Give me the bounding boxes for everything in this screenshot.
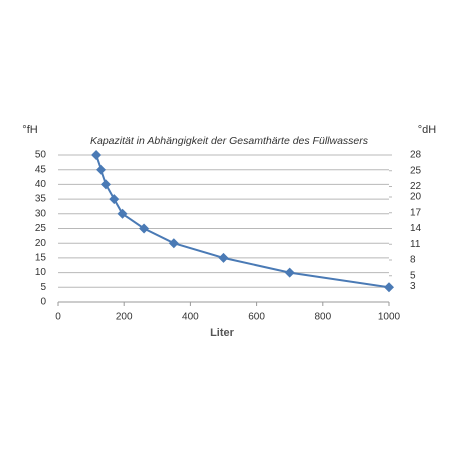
y2-tick-label: 5 bbox=[410, 270, 416, 281]
chart-title: Kapazität in Abhängigkeit der Gesamthärt… bbox=[90, 135, 369, 147]
x-tick-label: 200 bbox=[116, 312, 133, 323]
marker bbox=[117, 208, 128, 219]
x-tick-label: 600 bbox=[248, 312, 265, 323]
y-tick-label: 25 bbox=[35, 223, 47, 234]
y-tick-label: 20 bbox=[35, 238, 47, 249]
y-tick-label: 35 bbox=[35, 194, 47, 205]
x-tick-label: 1000 bbox=[378, 312, 401, 323]
y-tick-label: 45 bbox=[35, 164, 47, 175]
y-tick-label: 10 bbox=[35, 267, 47, 278]
marker bbox=[384, 282, 394, 293]
marker bbox=[218, 252, 229, 263]
y2-tick-label: 25 bbox=[410, 165, 422, 176]
y2-tick-label: 22 bbox=[410, 181, 422, 192]
line bbox=[95, 154, 390, 289]
x-axis-label: Liter bbox=[210, 327, 235, 339]
y2-tick-label: 11 bbox=[410, 239, 421, 250]
marker bbox=[91, 150, 102, 160]
y2-tick-label: 17 bbox=[410, 207, 422, 218]
y2-tick-label: 28 bbox=[410, 150, 422, 161]
x-tick-label: 0 bbox=[55, 312, 61, 323]
marker bbox=[100, 179, 111, 190]
y2-tick-label: 14 bbox=[410, 223, 422, 234]
y-tick-label: 40 bbox=[35, 179, 47, 190]
y2-axis-label: °dH bbox=[418, 124, 437, 136]
y-axis-label: °fH bbox=[22, 124, 37, 136]
marker bbox=[168, 238, 179, 249]
y-tick-label: 30 bbox=[35, 208, 47, 219]
marker bbox=[109, 194, 120, 205]
y2-tick-label: 3 bbox=[410, 281, 416, 292]
y-tick-label: 0 bbox=[40, 297, 46, 308]
y2-tick-label: 8 bbox=[410, 255, 416, 266]
x-tick-label: 800 bbox=[314, 312, 331, 323]
y-tick-label: 5 bbox=[40, 282, 46, 293]
y2-tick-label: 20 bbox=[410, 192, 422, 203]
marker bbox=[284, 267, 295, 278]
marker bbox=[96, 164, 107, 175]
marker bbox=[139, 223, 150, 234]
y-tick-label: 50 bbox=[35, 150, 47, 161]
y-tick-label: 15 bbox=[35, 253, 47, 264]
x-tick-label: 400 bbox=[182, 312, 199, 323]
